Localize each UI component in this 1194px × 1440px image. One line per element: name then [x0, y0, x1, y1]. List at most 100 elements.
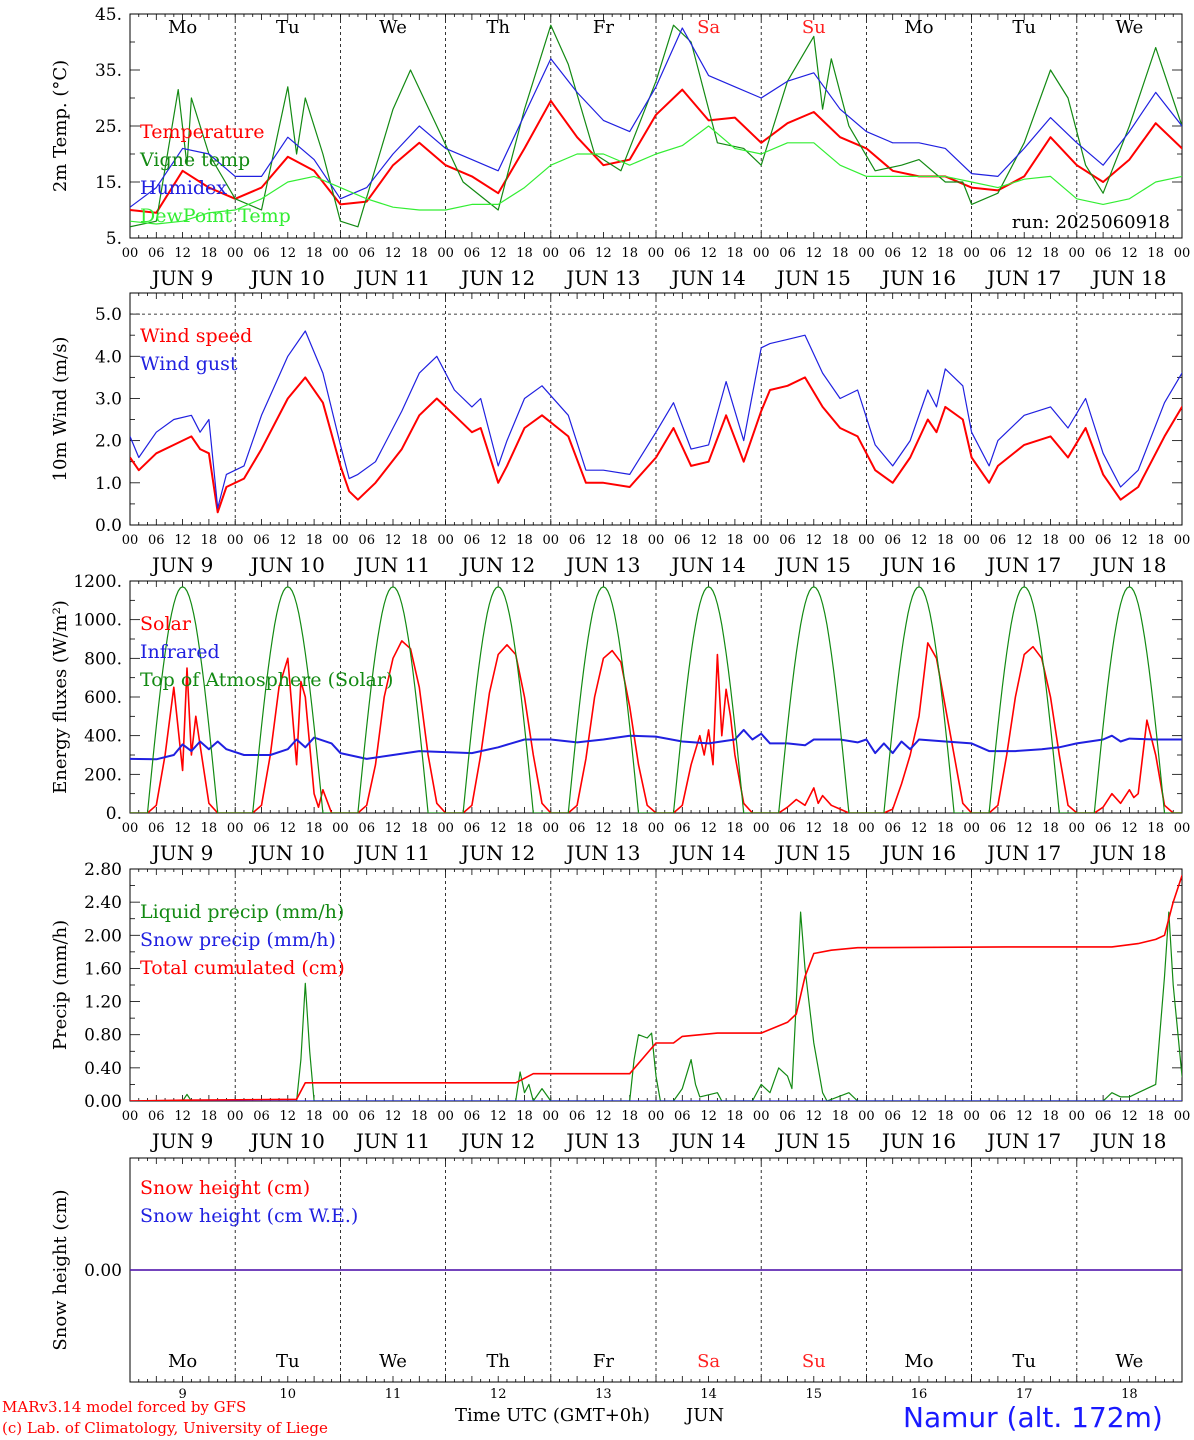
precip-hour-label: 18: [937, 1109, 954, 1124]
temperature-date-label: JUN 18: [1090, 266, 1166, 290]
energy-date-label: JUN 9: [150, 841, 213, 865]
snow-day-number: 12: [490, 1387, 507, 1400]
precip-hour-label: 06: [884, 1109, 901, 1124]
precip-series-total-cumulated-cm-: [130, 874, 1182, 1101]
snow-y-tick-label: 0.00: [84, 1261, 122, 1281]
precip-hour-label: 18: [1147, 1109, 1164, 1124]
temperature-legend-entry: DewPoint Temp: [140, 205, 291, 227]
energy-date-label: JUN 11: [354, 841, 430, 865]
temperature-date-label: JUN 10: [249, 266, 325, 290]
precip-date-label: JUN 10: [249, 1129, 325, 1153]
wind-y-tick-label: 4.0: [95, 347, 122, 367]
wind-date-label: JUN 11: [354, 553, 430, 577]
temperature-y-axis-title: 2m Temp. (°C): [50, 60, 71, 192]
temperature-hour-label: 18: [306, 246, 323, 261]
precip-legend-entry: Liquid precip (mm/h): [140, 901, 344, 923]
energy-hour-label: 06: [569, 821, 586, 836]
precip-hour-label: 06: [148, 1109, 165, 1124]
precip-hour-label: 06: [358, 1109, 375, 1124]
energy-hour-label: 06: [464, 821, 481, 836]
precip-hour-label: 06: [569, 1109, 586, 1124]
temperature-hour-label: 06: [464, 246, 481, 261]
wind-hour-label: 06: [884, 533, 901, 548]
snow-day-name: Sa: [697, 1351, 720, 1372]
temperature-hour-label: 06: [569, 246, 586, 261]
precip-hour-label: 00: [1069, 1109, 1086, 1124]
wind-hour-label: 06: [148, 533, 165, 548]
wind-hour-label: 18: [1042, 533, 1059, 548]
precip-hour-label: 06: [1095, 1109, 1112, 1124]
snow-day-number: 11: [385, 1387, 402, 1400]
temperature-hour-label: 18: [727, 246, 744, 261]
wind-hour-label: 06: [1095, 533, 1112, 548]
wind-hour-label: 00: [753, 533, 770, 548]
snow-day-number: 14: [700, 1387, 717, 1400]
temperature-day-name: Mo: [168, 17, 197, 38]
energy-hour-label: 18: [621, 821, 638, 836]
wind-date-label: JUN 13: [564, 553, 640, 577]
station-label: Namur (alt. 172m): [903, 1401, 1163, 1434]
precip-hour-label: 00: [1174, 1109, 1191, 1124]
energy-date-label: JUN 10: [249, 841, 325, 865]
precip-hour-label: 12: [1121, 1109, 1138, 1124]
temperature-legend-entry: Temperature: [140, 121, 264, 143]
precip-hour-label: 12: [700, 1109, 717, 1124]
snow-day-name: Mo: [168, 1351, 197, 1372]
precip-hour-label: 18: [1042, 1109, 1059, 1124]
wind-y-axis-title: 10m Wind (m/s): [50, 337, 71, 482]
energy-hour-label: 06: [148, 821, 165, 836]
energy-legend-entry: Top of Atmosphere (Solar): [140, 669, 393, 691]
energy-hour-label: 18: [1147, 821, 1164, 836]
precip-hour-label: 00: [543, 1109, 560, 1124]
energy-hour-label: 18: [1042, 821, 1059, 836]
snow-day-name: Su: [802, 1351, 826, 1372]
wind-hour-label: 12: [806, 533, 823, 548]
precip-date-label: JUN 11: [354, 1129, 430, 1153]
temperature-date-label: JUN 12: [459, 266, 535, 290]
precip-hour-label: 00: [437, 1109, 454, 1124]
energy-series-infrared: [130, 728, 1182, 761]
energy-series-solar: [130, 640, 1182, 813]
temperature-hour-label: 12: [1121, 246, 1138, 261]
wind-hour-label: 18: [1147, 533, 1164, 548]
wind-hour-label: 18: [727, 533, 744, 548]
precip-hour-label: 12: [385, 1109, 402, 1124]
precip-y-tick-label: 1.60: [84, 959, 122, 979]
precip-hour-label: 00: [858, 1109, 875, 1124]
temperature-series-dewpoint-temp: [130, 125, 1182, 225]
x-axis-title: Time UTC (GMT+0h): [455, 1405, 650, 1426]
wind-hour-label: 00: [1174, 533, 1191, 548]
precip-hour-label: 12: [174, 1109, 191, 1124]
wind-legend-entry: Wind speed: [140, 325, 252, 347]
meteogram: 5. 15. 25. 35. 45. 2m Temp. (°C) 00 06 12 18 00 06 1…: [50, 5, 1191, 1400]
energy-hour-label: 12: [700, 821, 717, 836]
wind-date-label: JUN 17: [985, 553, 1061, 577]
energy-panel: [129, 580, 1183, 814]
temperature-hour-label: 18: [201, 246, 218, 261]
precip-hour-label: 12: [280, 1109, 297, 1124]
wind-date-label: JUN 12: [459, 553, 535, 577]
precip-series-liquid-precip-mm-h-: [130, 911, 1182, 1101]
snow-day-number: 18: [1121, 1387, 1138, 1400]
precip-hour-label: 00: [963, 1109, 980, 1124]
energy-hour-label: 12: [595, 821, 612, 836]
temperature-hour-label: 18: [411, 246, 428, 261]
temperature-hour-label: 06: [1095, 246, 1112, 261]
precip-date-label: JUN 18: [1090, 1129, 1166, 1153]
temperature-hour-label: 06: [148, 246, 165, 261]
energy-date-label: JUN 16: [880, 841, 956, 865]
energy-y-tick-label: 800.: [84, 649, 122, 669]
energy-hour-label: 06: [990, 821, 1007, 836]
temperature-hour-label: 12: [280, 246, 297, 261]
temperature-day-name: Th: [486, 17, 510, 38]
energy-hour-label: 06: [674, 821, 691, 836]
energy-hour-label: 00: [1069, 821, 1086, 836]
x-axis-month: JUN: [686, 1405, 725, 1426]
temperature-date-label: JUN 15: [775, 266, 851, 290]
temperature-series-humidex: [130, 27, 1182, 208]
precip-hour-label: 06: [464, 1109, 481, 1124]
temperature-y-tick-label: 25.: [95, 117, 122, 137]
temperature-panel: [129, 13, 1183, 239]
temperature-day-name: We: [379, 17, 407, 38]
precip-hour-label: 00: [227, 1109, 244, 1124]
